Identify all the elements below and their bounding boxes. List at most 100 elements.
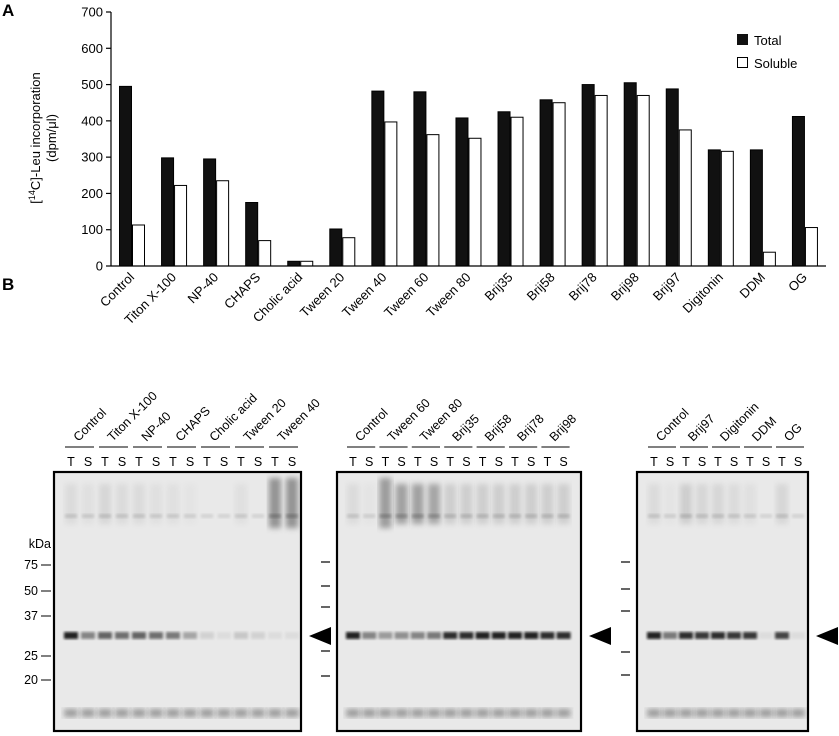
gel-smear	[379, 478, 392, 528]
bar-soluble	[174, 184, 188, 267]
lane-ts-label: T	[237, 455, 245, 469]
gel-band-bottom	[81, 709, 95, 717]
bar-total	[329, 228, 343, 267]
gel-band	[459, 632, 474, 639]
lane-ts-label: S	[152, 455, 160, 469]
gel-band-faint	[65, 514, 77, 518]
gel-band-faint	[286, 514, 298, 518]
gel-band-faint	[476, 514, 489, 518]
gel-band-faint	[525, 514, 538, 518]
gel-band	[115, 632, 129, 639]
gel-band-faint	[379, 514, 392, 518]
lane-ts-label: S	[288, 455, 296, 469]
lane-ts-label: S	[397, 455, 405, 469]
gel-frame	[52, 470, 303, 733]
bar-soluble	[636, 94, 650, 267]
kda-label: kDa	[29, 537, 51, 551]
gel-band	[268, 632, 282, 639]
lane-ts-label: S	[762, 455, 770, 469]
gel-band-faint	[347, 514, 359, 518]
bar-soluble	[384, 121, 398, 267]
gel-band-faint	[648, 514, 660, 518]
lane-header-label: Brij98	[547, 412, 580, 445]
bar-total	[497, 111, 511, 267]
gel-band	[217, 632, 231, 639]
bar-soluble	[762, 251, 776, 267]
y-axis-label-line2: (dpm/μl)	[44, 114, 59, 162]
gel-band	[64, 632, 78, 639]
x-tick-label: Brij58	[524, 270, 558, 304]
gel-band-bottom	[508, 709, 522, 717]
gel-band	[427, 632, 441, 639]
gel-band-faint	[363, 514, 376, 518]
bars	[119, 82, 818, 267]
gel-band-bottom	[251, 709, 265, 717]
gel-band	[394, 632, 409, 639]
bar-total	[413, 91, 427, 267]
y-tick-label: 200	[81, 186, 103, 201]
bar-soluble	[342, 237, 356, 267]
bar-soluble	[594, 94, 608, 267]
lane-ts-label: S	[220, 455, 228, 469]
gel-band-bottom	[234, 709, 248, 717]
gel-band-faint	[116, 514, 128, 518]
x-tick-label: Brij97	[650, 270, 684, 304]
gel-band-bottom	[791, 709, 805, 717]
gel-band-bottom	[410, 709, 425, 717]
panel-b-letter: B	[2, 275, 14, 294]
gel-band-faint	[460, 514, 473, 518]
gel-band-bottom	[743, 709, 757, 717]
legend: Total Soluble	[737, 33, 797, 71]
gel-band-faint	[235, 514, 247, 518]
gel-band	[475, 632, 490, 639]
gel-band-faint	[411, 514, 424, 518]
y-tick-label: 600	[81, 41, 103, 56]
gel-band-bottom	[775, 709, 789, 717]
band-arrowhead	[589, 627, 611, 645]
bar-total	[749, 149, 763, 267]
lane-ts-label: T	[414, 455, 422, 469]
gel-band	[695, 632, 709, 639]
x-tick-label: Tween 60	[381, 270, 431, 320]
lane-ts-label: S	[794, 455, 802, 469]
marker-label: 75	[24, 558, 38, 572]
gel-band-bottom	[132, 709, 146, 717]
gel-band-bottom	[491, 709, 506, 717]
gel-band	[727, 632, 741, 639]
bar-soluble	[468, 137, 482, 267]
gel-band-faint	[99, 514, 111, 518]
lane-ts-label: T	[682, 455, 690, 469]
gel-smear	[269, 478, 281, 528]
gel-smear	[286, 478, 298, 528]
gel-band-bottom	[663, 709, 677, 717]
gel-band-bottom	[98, 709, 112, 717]
gel-band	[285, 632, 299, 639]
gel-band	[556, 632, 571, 639]
bar-total	[203, 158, 217, 267]
lane-ts-label: T	[544, 455, 552, 469]
lane-ts-label: T	[479, 455, 487, 469]
gel-band-faint	[541, 514, 554, 518]
gel-band-bottom	[556, 709, 571, 717]
bar-total	[665, 88, 679, 267]
legend-label-total: Total	[754, 33, 782, 48]
gel-band-bottom	[115, 709, 129, 717]
lane-ts-label: T	[511, 455, 519, 469]
gel-band-bottom	[711, 709, 725, 717]
band-arrowhead	[816, 627, 838, 645]
gel-band-faint	[201, 514, 213, 518]
bar-soluble	[720, 150, 734, 267]
marker-label: 20	[24, 673, 38, 687]
bar-total	[791, 116, 805, 267]
x-tick-label: Tween 20	[297, 270, 347, 320]
bar-chart: [14C]-Leu incorporation (dpm/μl) 0 100 200…	[27, 5, 826, 327]
gel-band-bottom	[268, 709, 282, 717]
gel-band-bottom	[183, 709, 197, 717]
gel-band-bottom	[695, 709, 709, 717]
lane-header-label: Brij78	[514, 412, 547, 445]
